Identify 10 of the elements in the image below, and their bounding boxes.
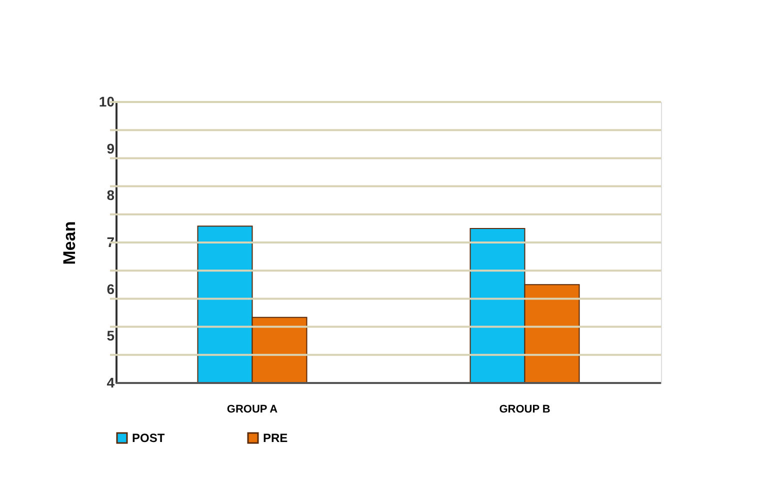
x-tick-label: GROUP A	[226, 404, 278, 416]
y-tick-label: 4	[106, 374, 115, 390]
legend-label: POST	[132, 431, 166, 445]
y-tick-label: 8	[106, 187, 115, 204]
y-tick-label: 6	[106, 280, 115, 297]
y-tick-label: 5	[106, 328, 115, 344]
y-axis-title: Mean	[60, 221, 79, 265]
legend-label: PRE	[263, 431, 288, 445]
x-tick-label: GROUP B	[499, 404, 550, 416]
y-tick-label: 9	[106, 140, 115, 156]
